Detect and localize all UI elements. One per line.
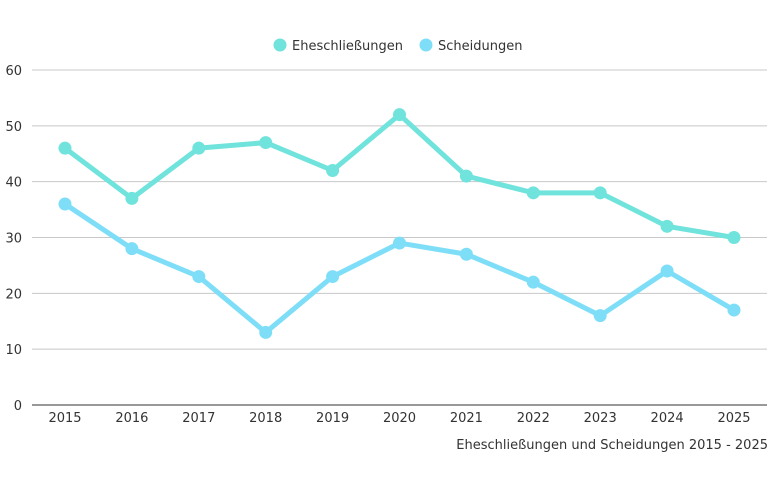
x-axis: 2015 2016 2017 2018 2019 2020 2021 2022 2023 2024…: [48, 411, 750, 426]
series-group: [58, 108, 741, 339]
x-tick-label: 2024: [651, 411, 684, 426]
data-point: [526, 186, 540, 200]
x-tick-label: 2015: [48, 411, 81, 426]
data-point: [192, 141, 206, 155]
data-point: [58, 197, 72, 211]
data-point: [727, 231, 741, 244]
data-point: [393, 236, 406, 250]
series-line: [63, 201, 736, 335]
series-line: [63, 112, 735, 240]
y-tick-label: 10: [5, 343, 22, 358]
legend-label: Scheidungen: [438, 39, 522, 54]
data-point: [393, 108, 406, 122]
data-point: [192, 270, 206, 284]
data-point: [326, 164, 340, 177]
y-axis: 0 10 20 30 40 50 60: [5, 64, 22, 414]
series-Scheidungen: [58, 197, 741, 339]
data-point: [125, 191, 139, 205]
data-point: [259, 325, 273, 339]
grid: [32, 69, 767, 406]
data-point: [125, 242, 139, 256]
data-point: [593, 309, 607, 323]
data-point: [326, 270, 340, 284]
x-tick-label: 2022: [517, 411, 550, 426]
chart-caption: Eheschließungen und Scheidungen 2015 - 2…: [456, 438, 768, 453]
x-tick-label: 2025: [717, 411, 750, 426]
y-tick-label: 20: [5, 287, 22, 302]
x-tick-label: 2023: [584, 411, 617, 426]
legend-marker: [273, 38, 287, 52]
y-tick-label: 0: [14, 399, 22, 414]
y-tick-label: 60: [5, 64, 22, 79]
data-point: [459, 247, 473, 261]
legend-marker: [419, 38, 433, 52]
data-point: [593, 186, 607, 200]
x-tick-label: 2018: [249, 411, 282, 426]
data-point: [660, 264, 674, 278]
y-tick-label: 40: [5, 176, 22, 191]
data-point: [727, 303, 741, 317]
x-tick-label: 2016: [115, 411, 148, 426]
x-tick-label: 2017: [182, 411, 215, 426]
data-point: [459, 169, 473, 183]
data-point: [259, 136, 273, 150]
x-tick-label: 2020: [383, 411, 416, 426]
x-tick-label: 2021: [450, 411, 483, 426]
legend-label: Eheschließungen: [292, 39, 403, 54]
y-tick-label: 30: [5, 232, 22, 247]
series-Eheschließungen: [58, 108, 741, 244]
data-point: [58, 141, 72, 155]
data-point: [660, 219, 674, 233]
x-tick-label: 2019: [316, 411, 349, 426]
y-tick-label: 50: [5, 120, 22, 135]
legend: Eheschließungen Scheidungen: [273, 38, 522, 54]
data-point: [526, 275, 540, 289]
